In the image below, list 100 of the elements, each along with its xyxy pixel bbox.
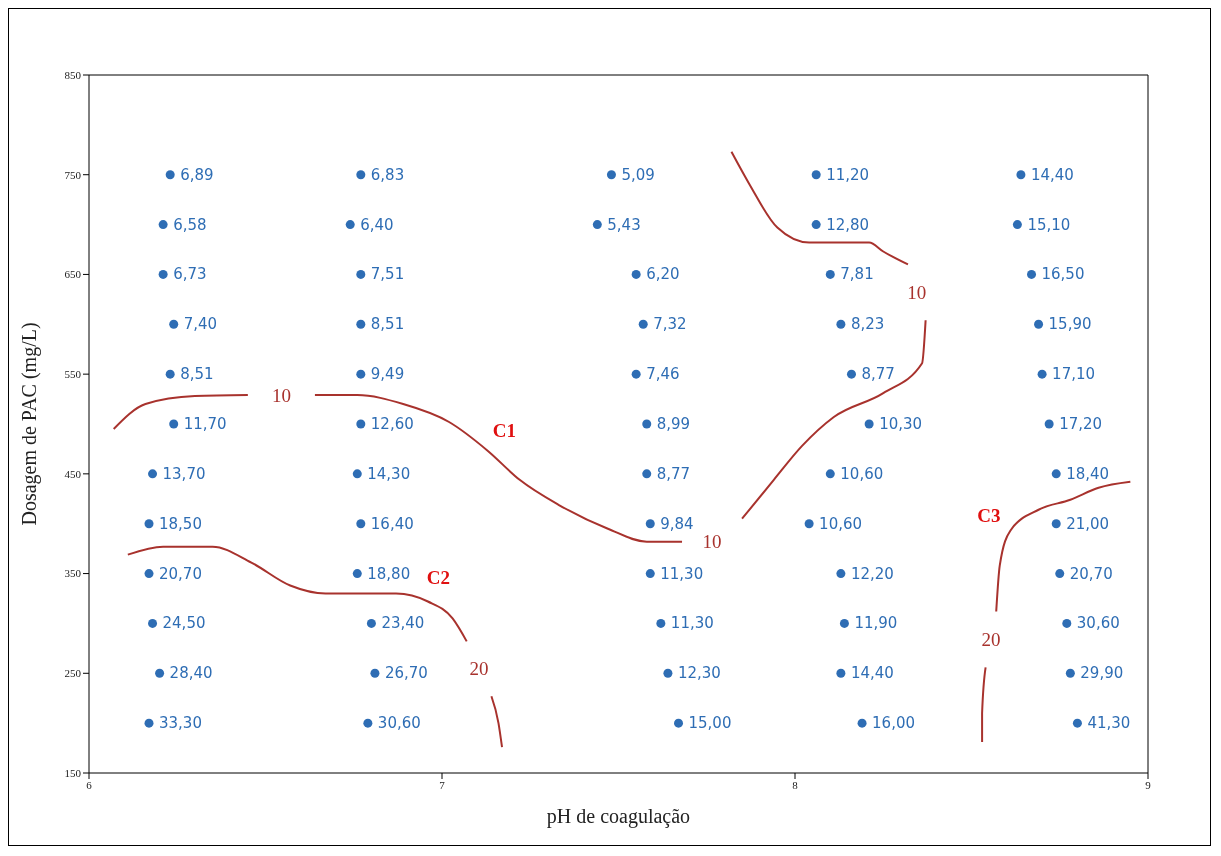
y-tick-label: 850 — [64, 68, 82, 81]
y-tick-label: 550 — [64, 368, 82, 381]
point — [144, 569, 154, 579]
point — [363, 718, 373, 728]
annotation: 7,32 — [653, 315, 687, 334]
point — [674, 718, 684, 728]
y-tick-label: 150 — [64, 766, 82, 779]
point — [1065, 668, 1075, 678]
y-tick-label: 750 — [64, 168, 82, 181]
point — [836, 319, 846, 329]
x-tick-label: 7 — [439, 778, 446, 791]
annotation: 6,40 — [360, 215, 394, 234]
point — [645, 569, 655, 579]
point — [836, 668, 846, 678]
point — [1051, 469, 1061, 479]
point — [366, 618, 376, 628]
annotation: 17,10 — [1052, 365, 1096, 384]
annotation: 20 — [469, 658, 489, 680]
point — [804, 519, 814, 529]
annotation: 10,30 — [879, 415, 923, 433]
point — [169, 419, 179, 429]
annotation: 30,60 — [377, 714, 421, 733]
annotation: 11,90 — [854, 614, 898, 633]
annotation: 13,70 — [162, 464, 206, 483]
annotation: 18,80 — [367, 564, 411, 583]
point — [356, 170, 366, 180]
annotation: 8,77 — [656, 464, 691, 483]
annotation: 14,40 — [850, 664, 894, 683]
annotation: 11,70 — [183, 415, 227, 433]
annotation: 8,77 — [861, 365, 895, 384]
point — [1034, 319, 1044, 329]
annotation: 7,81 — [840, 265, 874, 284]
annotation: 11,30 — [660, 564, 704, 583]
annotation: 20,70 — [159, 564, 202, 583]
annotation: 10,60 — [819, 514, 863, 533]
point — [148, 618, 158, 628]
annotation: 21,00 — [1066, 514, 1110, 533]
point — [158, 220, 168, 230]
point — [356, 319, 366, 329]
annotation: 12,30 — [677, 664, 721, 683]
annotation: 16,40 — [370, 514, 414, 533]
annotation: 11,30 — [670, 614, 714, 633]
point — [631, 269, 641, 279]
point — [825, 469, 835, 479]
point — [1016, 170, 1026, 180]
point — [144, 718, 154, 728]
annotation: 20,70 — [1069, 564, 1113, 583]
annotation: 26,70 — [384, 664, 428, 683]
point — [642, 419, 652, 429]
annotation: 10 — [702, 531, 722, 553]
point — [836, 569, 846, 579]
point — [656, 618, 666, 628]
annotation: C3 — [977, 505, 1001, 527]
annotation: 6,89 — [180, 165, 214, 184]
point — [352, 469, 362, 479]
annotation: 10,60 — [840, 464, 884, 483]
annotation: 17,20 — [1059, 415, 1103, 433]
point — [811, 170, 821, 180]
annotation: C1 — [492, 420, 516, 442]
annotation: 12,20 — [850, 564, 894, 583]
annotation: 41,30 — [1087, 714, 1131, 733]
y-axis-title: Dosagem de PAC (mg/L) — [18, 322, 42, 526]
annotation: 18,40 — [1066, 464, 1110, 483]
point — [1037, 369, 1047, 379]
point — [352, 569, 362, 579]
annotation: 30,60 — [1076, 614, 1120, 633]
point — [370, 668, 380, 678]
annotation: 10 — [907, 281, 927, 303]
point — [1044, 419, 1054, 429]
point — [356, 269, 366, 279]
point — [165, 170, 175, 180]
point — [1027, 269, 1037, 279]
annotation: 20 — [981, 628, 1001, 650]
annotation: 28,40 — [169, 664, 213, 683]
annotation: 11,20 — [826, 165, 870, 184]
y-tick-label: 450 — [64, 467, 82, 480]
point — [846, 369, 856, 379]
point — [606, 170, 616, 180]
annotation: 15,00 — [688, 714, 732, 733]
x-tick-label: 6 — [86, 778, 93, 791]
annotation: 14,40 — [1030, 165, 1074, 184]
point — [169, 319, 179, 329]
annotation: 9,49 — [370, 365, 405, 384]
point — [356, 519, 366, 529]
point — [1051, 519, 1061, 529]
x-axis-title: pH de coagulação — [546, 805, 691, 828]
annotation: 33,30 — [159, 714, 202, 733]
annotation: 16,50 — [1041, 265, 1085, 284]
point — [592, 220, 602, 230]
annotation: 5,09 — [621, 165, 655, 184]
annotation: 7,40 — [183, 315, 218, 334]
point — [1012, 220, 1022, 230]
point — [663, 668, 673, 678]
annotation: 8,99 — [656, 415, 691, 433]
y-tick-label: 250 — [64, 667, 82, 680]
point — [1055, 569, 1065, 579]
annotation: 15,90 — [1048, 315, 1092, 334]
point — [825, 269, 835, 279]
annotation: 5,43 — [607, 215, 641, 234]
annotation: 6,58 — [173, 215, 207, 234]
